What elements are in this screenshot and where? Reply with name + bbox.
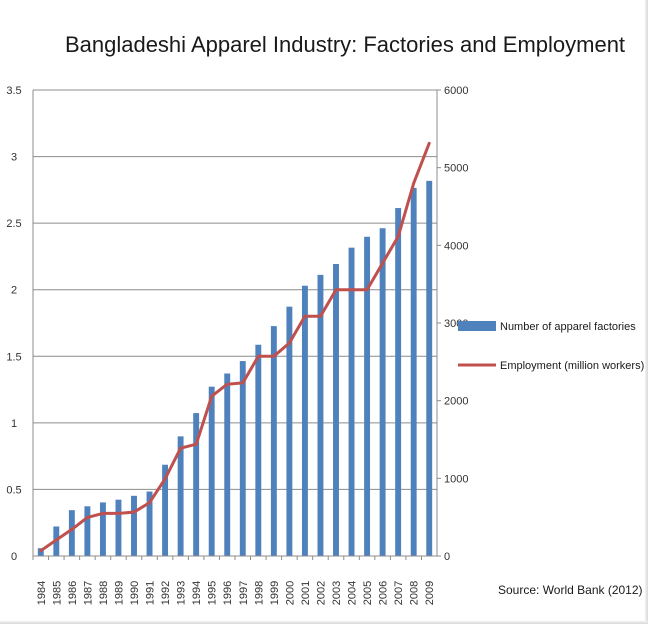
y-left-tick-label: 2: [11, 285, 17, 297]
x-tick-label: 1992: [160, 581, 172, 605]
x-tick-label: 1984: [36, 581, 48, 605]
bar-factories: [379, 228, 386, 556]
legend: Number of apparel factories Employment (…: [458, 321, 644, 372]
x-tick-label: 2006: [378, 581, 390, 605]
line-employment: [39, 141, 431, 553]
bar-factories: [162, 464, 169, 556]
x-tick-label: 1995: [207, 581, 219, 605]
x-tick-label: 1986: [67, 581, 79, 605]
y-left-tick-label: 1.5: [6, 351, 21, 363]
legend-label-factories: Number of apparel factories: [500, 321, 636, 333]
x-tick-label: 1988: [98, 581, 110, 605]
y-left-tick-label: 0: [11, 551, 17, 563]
bar-factories: [286, 306, 293, 556]
x-tick-label: 2005: [362, 581, 374, 605]
bar-factories: [348, 247, 355, 556]
x-tick-label: 1985: [51, 581, 63, 605]
x-tick-label: 1991: [145, 581, 157, 605]
bar-factories: [333, 263, 339, 556]
y-right-tick-label: 6000: [444, 85, 468, 97]
x-tick-label: 2003: [331, 581, 343, 605]
y-right-tick-label: 1000: [444, 473, 468, 485]
x-tick-label: 1990: [129, 581, 141, 605]
y-left-tick-label: 1: [11, 418, 17, 430]
x-tick-label: 1993: [176, 581, 188, 605]
x-tick-label: 1998: [253, 581, 265, 605]
x-tick-label: 1994: [191, 581, 203, 605]
bar-factories: [317, 274, 324, 556]
y-right-tick-label: 4000: [444, 240, 468, 252]
bar-factories: [410, 187, 417, 557]
y-right-tick-label: 2000: [444, 396, 468, 408]
bar-factories: [364, 236, 371, 557]
x-tick-label: 1996: [222, 581, 234, 605]
line-series: [39, 141, 431, 553]
bar-factories: [146, 491, 153, 556]
x-tick-label: 2008: [409, 581, 421, 605]
bar-factories: [84, 506, 91, 556]
bar-factories: [395, 208, 402, 556]
x-tick-label: 1999: [269, 581, 281, 605]
bar-factories: [131, 495, 137, 556]
bar-factories: [193, 413, 200, 556]
y-left-tick-label: 0.5: [6, 484, 21, 496]
axes: 00.511.522.533.5010002000300040005000600…: [6, 85, 468, 605]
x-tick-label: 1997: [238, 581, 250, 605]
bar-factories: [301, 285, 308, 556]
bar-factories: [255, 344, 262, 556]
bar-series: [37, 180, 433, 557]
bar-factories: [99, 502, 106, 556]
y-left-tick-label: 3.5: [6, 85, 21, 97]
source-annotation: Source: World Bank (2012): [498, 583, 643, 597]
chart-title: Bangladeshi Apparel Industry: Factories …: [65, 32, 625, 57]
bar-factories: [239, 361, 246, 556]
bar-factories: [177, 436, 184, 556]
bar-factories: [68, 510, 75, 556]
gridlines: [33, 89, 437, 490]
bar-factories: [426, 180, 433, 556]
bar-factories: [224, 373, 231, 556]
frame-edge-bottom: [0, 621, 648, 624]
x-tick-label: 2000: [284, 581, 296, 605]
x-tick-label: 1987: [82, 581, 94, 605]
bar-factories: [115, 499, 122, 556]
y-right-tick-label: 0: [444, 551, 450, 563]
y-left-tick-label: 2.5: [6, 218, 21, 230]
x-tick-label: 1989: [113, 581, 125, 605]
x-tick-label: 2009: [424, 581, 436, 605]
y-right-tick-label: 5000: [444, 163, 468, 175]
bar-factories: [270, 326, 277, 556]
bar-factories: [208, 386, 215, 556]
legend-label-employment: Employment (million workers): [500, 360, 644, 372]
x-tick-label: 2002: [315, 581, 327, 605]
x-tick-label: 2004: [347, 581, 359, 605]
frame-edge-right: [645, 0, 648, 624]
legend-swatch-factories: [458, 321, 496, 331]
y-left-tick-label: 3: [11, 152, 17, 164]
x-tick-label: 2001: [300, 581, 312, 605]
x-tick-label: 2007: [393, 581, 405, 605]
